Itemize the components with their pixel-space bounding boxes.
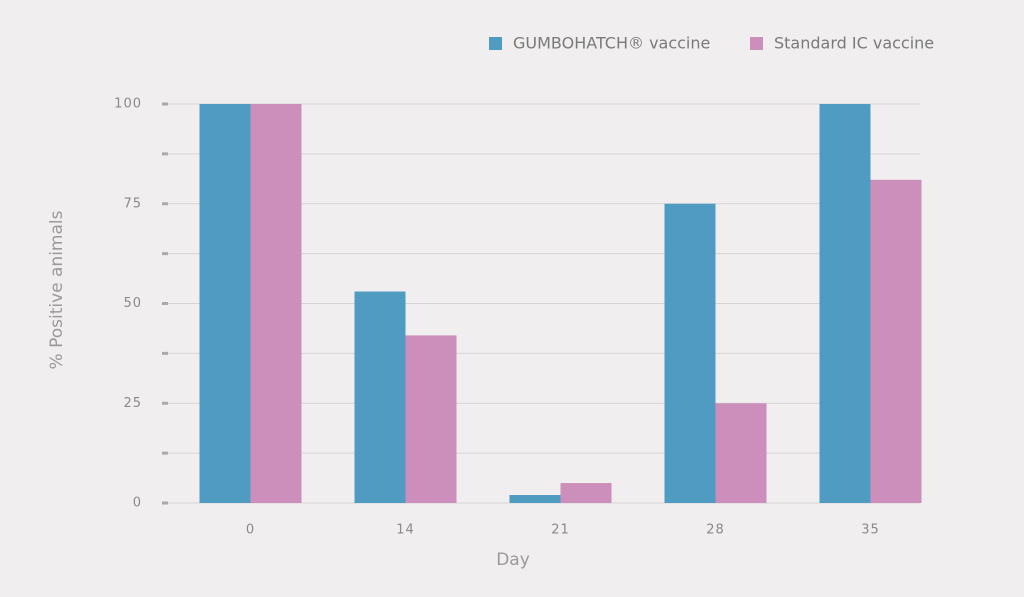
legend-label: Standard IC vaccine [774,34,934,53]
bar [870,179,922,503]
legend: GUMBOHATCH® vaccine Standard IC vaccine [489,34,934,53]
x-tick-label: 0 [246,523,255,538]
y-axis-title: % Positive animals [47,210,67,369]
bar [819,104,871,503]
bar [354,291,406,503]
y-tick-label: 75 [123,196,142,211]
bar [199,104,251,503]
bar [250,104,302,503]
bar [560,483,612,503]
x-tick-label: 35 [861,523,880,538]
bar [405,335,457,503]
x-tick-label: 21 [551,523,570,538]
y-tick-label: 100 [114,97,142,112]
x-tick-label: 28 [706,523,725,538]
y-tick-label: 50 [123,296,142,311]
bar [664,203,716,503]
bar [715,403,767,503]
legend-swatch [489,37,502,50]
legend-swatch [750,37,763,50]
x-tick-label: 14 [396,523,415,538]
y-tick-label: 25 [123,396,142,411]
x-axis-title: Day [496,550,530,570]
legend-label: GUMBOHATCH® vaccine [513,34,710,53]
bar [509,495,561,503]
y-tick-label: 0 [133,496,142,511]
